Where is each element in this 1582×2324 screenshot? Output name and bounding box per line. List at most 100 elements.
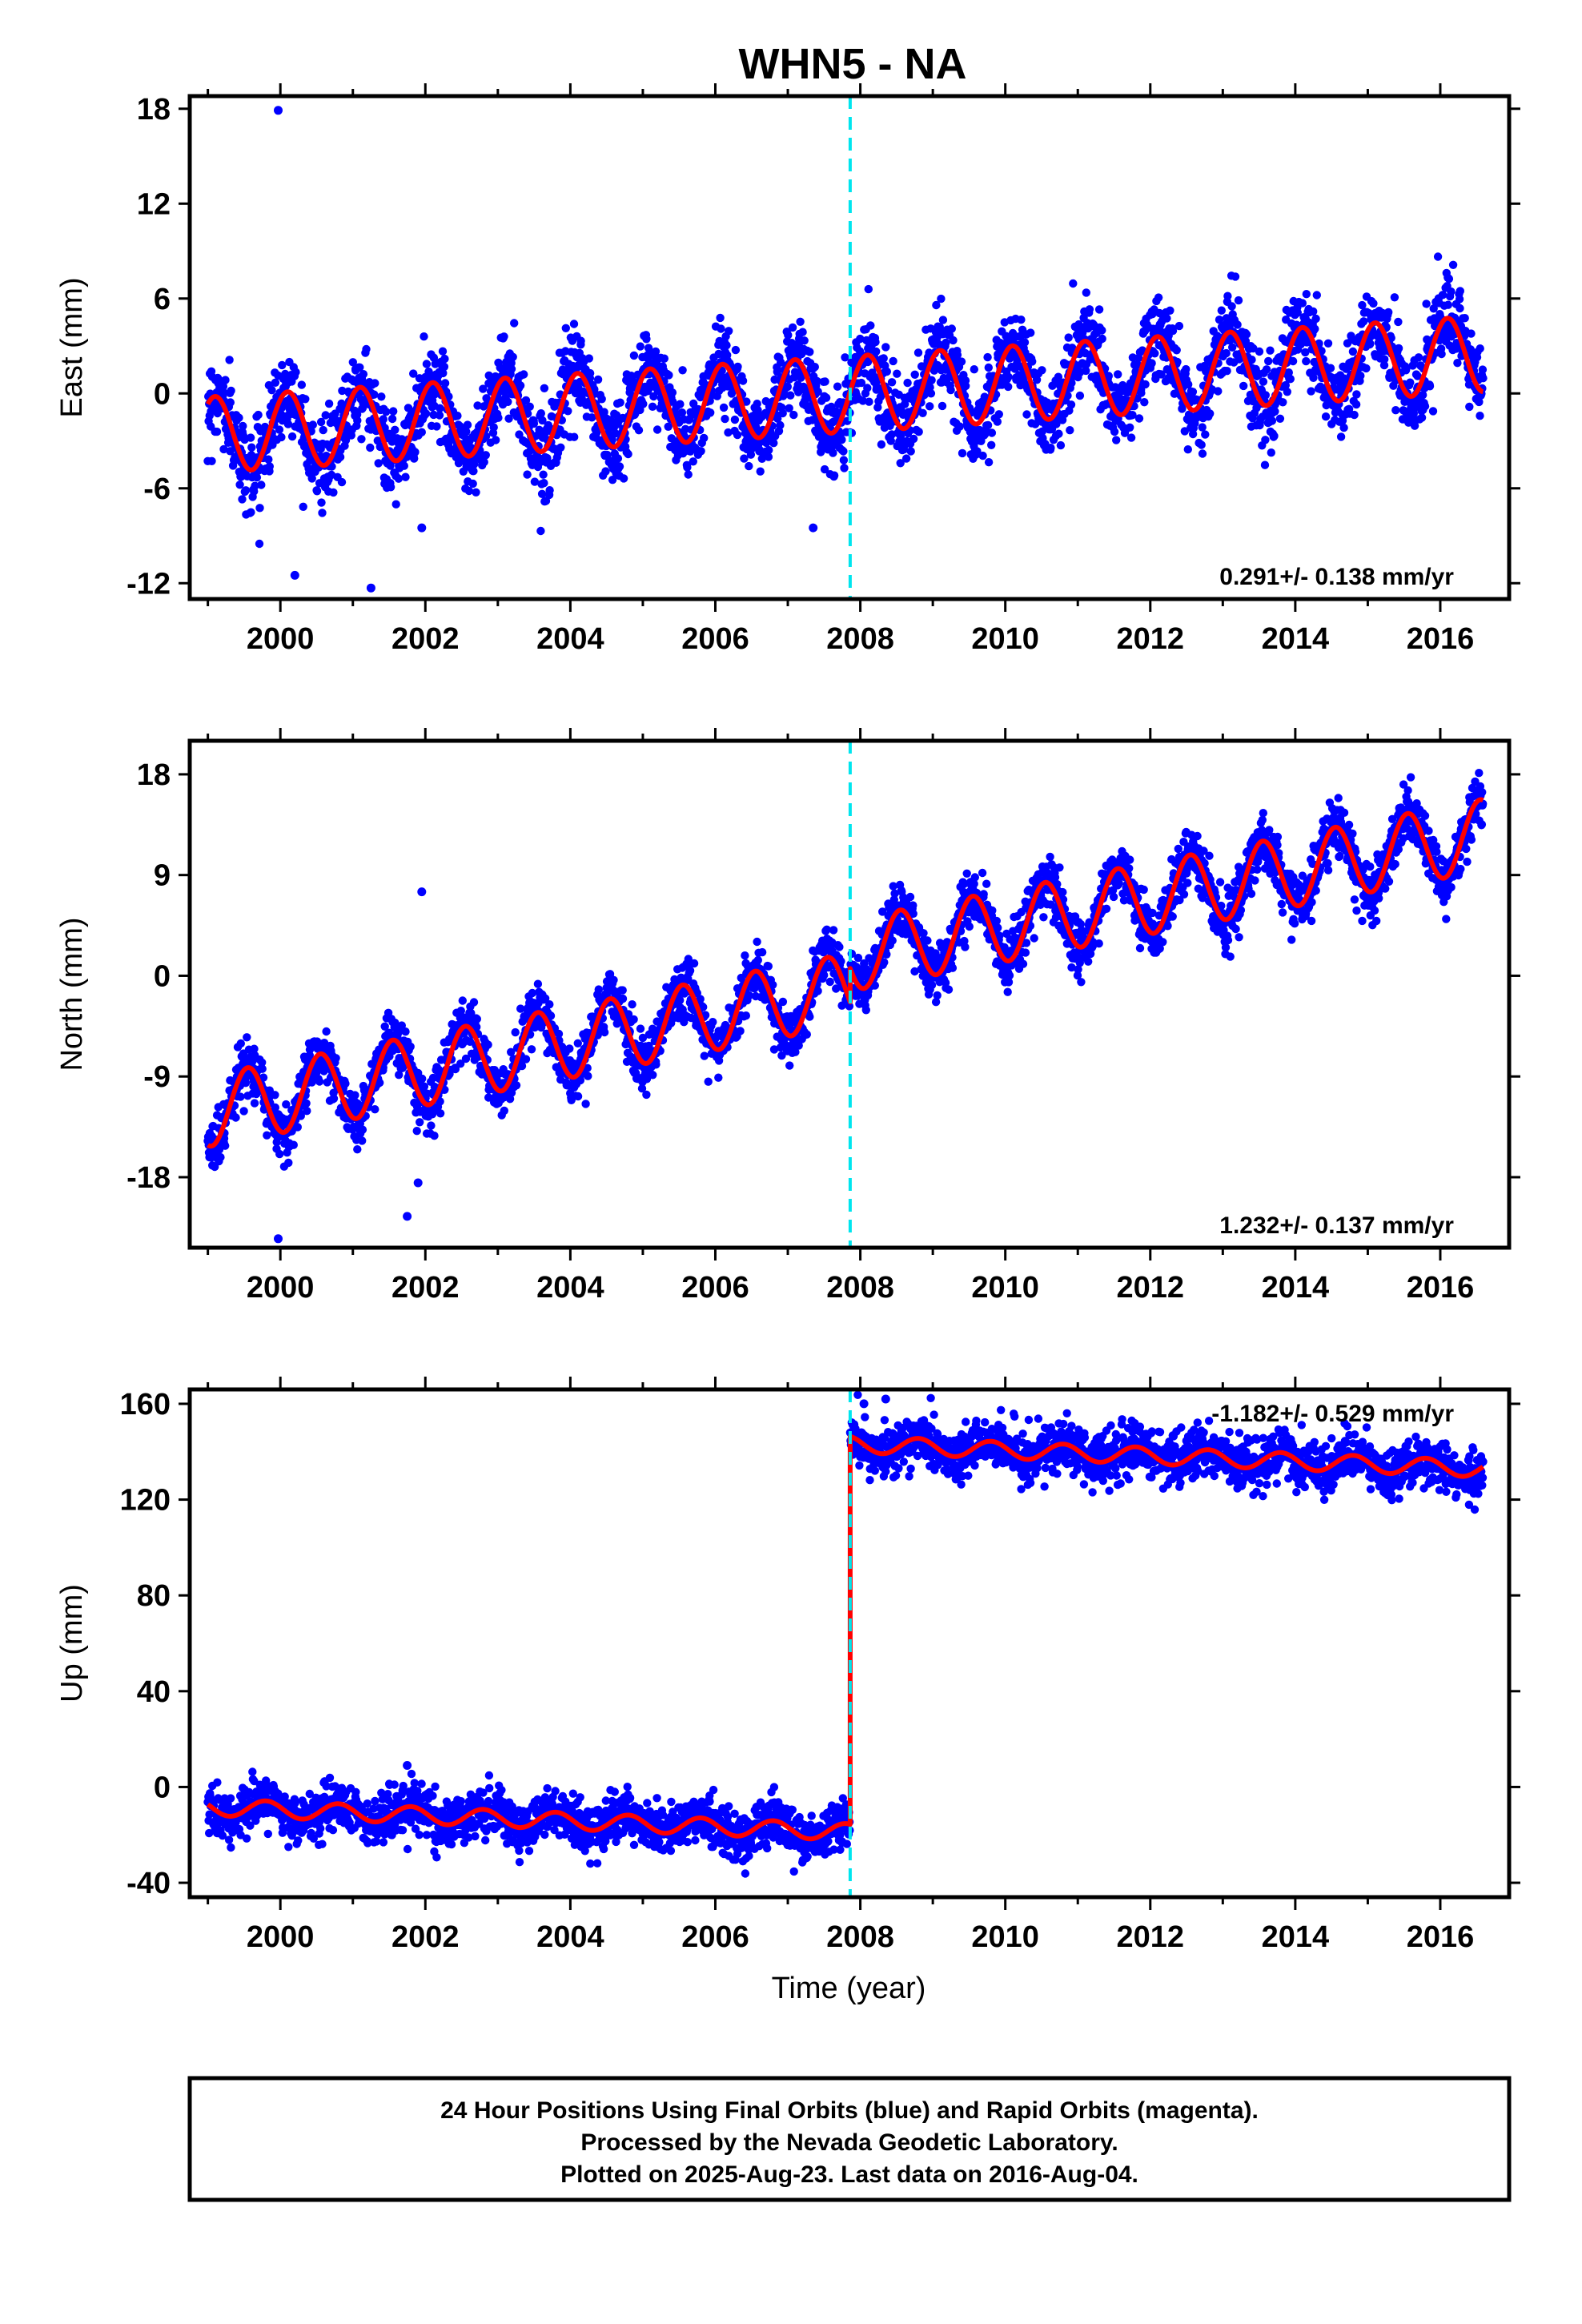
data-point bbox=[507, 1047, 516, 1057]
data-point bbox=[856, 334, 865, 344]
data-point bbox=[1356, 372, 1365, 380]
data-point bbox=[634, 426, 644, 435]
y-tick-label: -6 bbox=[143, 472, 171, 506]
data-point bbox=[636, 1024, 645, 1033]
data-point bbox=[1046, 444, 1055, 452]
data-point bbox=[733, 430, 742, 440]
data-point bbox=[1267, 448, 1276, 457]
data-point bbox=[337, 477, 347, 487]
data-point bbox=[1323, 339, 1333, 348]
data-point bbox=[530, 477, 540, 486]
data-point bbox=[994, 410, 1004, 419]
data-point bbox=[538, 416, 547, 425]
data-point bbox=[1379, 360, 1389, 370]
data-point bbox=[480, 457, 488, 467]
data-point bbox=[651, 347, 661, 356]
data-point bbox=[545, 1000, 554, 1009]
data-point bbox=[683, 463, 692, 472]
data-point bbox=[235, 413, 243, 422]
data-point bbox=[1197, 440, 1206, 449]
data-point bbox=[1348, 347, 1358, 356]
data-point bbox=[863, 357, 873, 367]
data-point bbox=[467, 1008, 476, 1018]
data-point bbox=[536, 409, 545, 418]
data-point bbox=[500, 332, 508, 341]
data-point bbox=[957, 357, 966, 366]
data-point bbox=[887, 378, 897, 387]
data-point bbox=[750, 984, 759, 993]
data-point bbox=[1404, 418, 1413, 427]
data-point bbox=[1309, 373, 1318, 382]
data-point bbox=[1302, 290, 1311, 299]
data-point bbox=[297, 380, 306, 389]
data-point bbox=[1242, 330, 1251, 339]
data-point bbox=[609, 975, 618, 985]
data-point bbox=[1032, 376, 1042, 384]
data-point bbox=[554, 1029, 564, 1039]
data-point bbox=[283, 420, 293, 428]
data-point bbox=[757, 947, 767, 957]
data-point bbox=[315, 1077, 324, 1086]
data-point bbox=[430, 1082, 440, 1092]
data-point bbox=[1020, 338, 1030, 347]
data-point bbox=[938, 316, 948, 324]
data-point bbox=[539, 470, 548, 479]
data-point bbox=[391, 425, 400, 434]
data-point bbox=[463, 420, 472, 429]
data-point bbox=[277, 432, 286, 442]
data-point bbox=[533, 979, 543, 988]
data-point bbox=[1419, 391, 1427, 400]
data-point bbox=[864, 284, 873, 294]
data-point bbox=[1147, 359, 1156, 368]
data-point bbox=[329, 488, 338, 497]
data-point bbox=[802, 1030, 811, 1039]
data-point bbox=[401, 1027, 410, 1036]
data-point bbox=[246, 433, 255, 442]
data-point bbox=[786, 391, 795, 400]
data-point bbox=[636, 342, 644, 351]
data-point bbox=[841, 353, 849, 362]
data-point bbox=[341, 1079, 350, 1088]
data-point bbox=[250, 1044, 259, 1053]
data-point bbox=[668, 388, 677, 397]
data-point bbox=[1456, 287, 1465, 296]
data-point bbox=[1184, 380, 1193, 389]
data-point bbox=[521, 396, 531, 405]
data-point bbox=[1075, 391, 1085, 400]
data-point bbox=[1311, 314, 1320, 324]
data-point bbox=[1286, 375, 1295, 384]
data-point bbox=[348, 358, 357, 367]
data-point bbox=[1227, 302, 1236, 311]
data-point bbox=[901, 454, 911, 463]
data-point bbox=[1182, 364, 1191, 374]
data-point bbox=[618, 994, 628, 1003]
data-point bbox=[1126, 433, 1136, 442]
data-point bbox=[1081, 348, 1090, 358]
data-point bbox=[697, 447, 705, 456]
data-point bbox=[436, 1097, 444, 1106]
data-point bbox=[987, 440, 996, 449]
data-point bbox=[386, 483, 396, 492]
data-point bbox=[472, 1015, 481, 1023]
data-point bbox=[1098, 326, 1106, 335]
data-point bbox=[1444, 275, 1454, 283]
east-frame bbox=[187, 94, 1512, 601]
data-point bbox=[226, 398, 235, 407]
data-point bbox=[1425, 382, 1435, 391]
data-point bbox=[1339, 423, 1348, 432]
data-point bbox=[716, 313, 725, 323]
data-point bbox=[236, 1092, 245, 1101]
data-point bbox=[1391, 406, 1400, 415]
data-point bbox=[784, 331, 793, 340]
data-point bbox=[724, 428, 733, 437]
data-point bbox=[829, 448, 837, 457]
data-point bbox=[677, 408, 687, 417]
data-point bbox=[527, 1045, 536, 1054]
data-point bbox=[219, 382, 228, 391]
data-point bbox=[1281, 380, 1291, 390]
data-point bbox=[401, 472, 410, 481]
data-point bbox=[573, 1039, 582, 1048]
data-point bbox=[1413, 372, 1422, 380]
data-point bbox=[736, 1027, 745, 1035]
data-point bbox=[1172, 346, 1181, 355]
